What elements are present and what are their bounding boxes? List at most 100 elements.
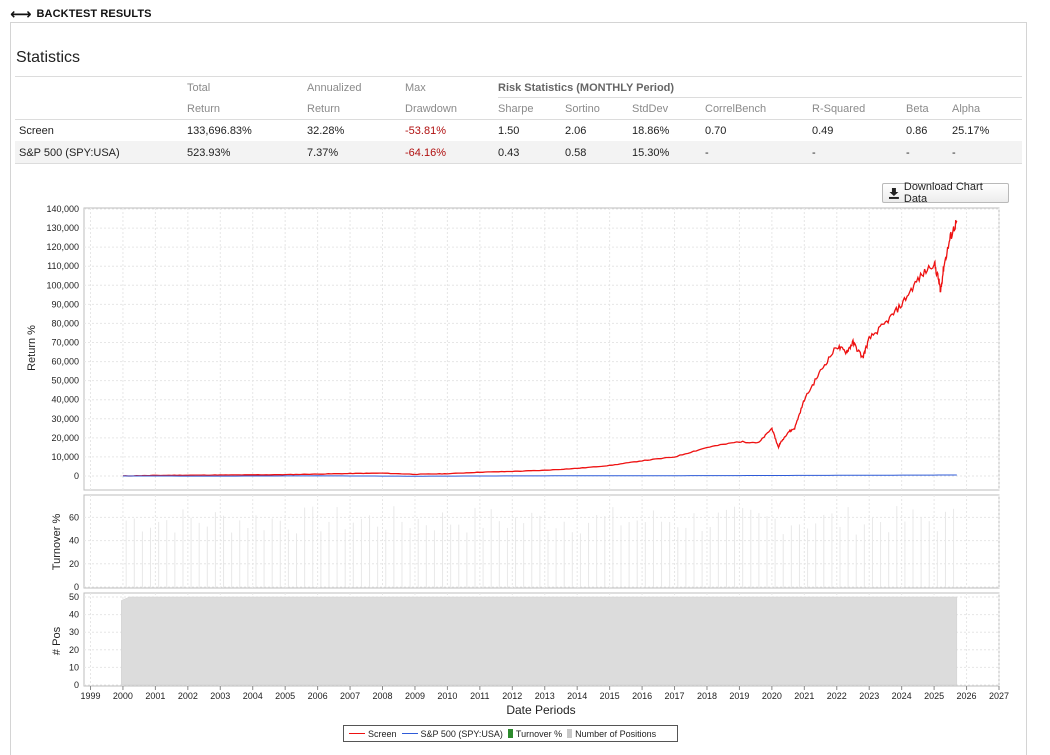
x-tick-label: 2011 [470, 691, 489, 701]
statistics-title: Statistics [16, 49, 81, 66]
x-tick-label: 2010 [437, 691, 457, 701]
y-tick-label: 20 [69, 559, 79, 569]
row-stddev: 15.30% [632, 147, 670, 159]
header-total-return: Return [187, 103, 221, 115]
header-annualized: Annualized [307, 82, 362, 94]
row-max-drawdown: -64.16% [405, 147, 446, 159]
y-tick-label: 60 [69, 512, 79, 522]
row-r-squared: - [812, 147, 816, 159]
legend-label: Screen [368, 728, 397, 739]
row-r-squared: 0.49 [812, 125, 834, 137]
y-tick-label: 90,000 [51, 299, 79, 309]
download-chart-data-button[interactable]: Download Chart Data [882, 181, 1009, 205]
legend-swatch [401, 733, 418, 734]
y-tick-label: 50 [69, 592, 79, 602]
y-tick-label: 130,000 [46, 223, 79, 233]
legend-item-positions[interactable]: Number of Positions [567, 729, 656, 739]
row-sortino: 0.58 [565, 147, 587, 159]
header-alpha: Alpha [952, 103, 981, 115]
legend-item-screen[interactable]: Screen [349, 729, 397, 739]
row-name: S&P 500 (SPY:USA) [19, 147, 120, 159]
x-tick-label: 2000 [113, 691, 133, 701]
legend-item-sp500[interactable]: S&P 500 (SPY:USA) [401, 728, 503, 739]
backtest-results-title: BACKTEST RESULTS [36, 8, 152, 20]
header-correlbench: CorrelBench [705, 103, 767, 115]
x-tick-label: 2008 [372, 691, 392, 701]
header-beta: Beta [906, 103, 929, 115]
row-total: 523.93% [187, 147, 231, 159]
row-alpha: 25.17% [952, 125, 990, 137]
y-tick-label: 20 [69, 645, 79, 655]
y-tick-label: 30,000 [51, 414, 79, 424]
download-chart-data-label: Download Chart Data [903, 181, 983, 205]
sp500-series-line [122, 474, 957, 477]
x-tick-label: 2021 [794, 691, 814, 701]
row-sharpe: 0.43 [498, 147, 520, 159]
row-sharpe: 1.50 [498, 125, 520, 137]
header-r-squared: R-Squared [812, 103, 866, 115]
y-tick-label: 70,000 [51, 338, 79, 348]
x-tick-label: 2018 [697, 691, 717, 701]
x-tick-label: 2009 [405, 691, 425, 701]
y-tick-label: 0 [74, 471, 79, 481]
y-tick-label: 110,000 [47, 261, 79, 271]
x-tick-label: 2003 [210, 691, 230, 701]
row-correlbench: 0.70 [705, 125, 727, 137]
header-max-drawdown: Drawdown [405, 103, 457, 115]
x-tick-label: 2024 [892, 691, 912, 701]
y-tick-label: 30 [69, 627, 79, 637]
results-panel [10, 22, 1027, 755]
legend-swatch [349, 733, 365, 734]
legend-swatch [567, 729, 573, 738]
row-annualized: 7.37% [307, 147, 339, 159]
header-sharpe: Sharpe [498, 103, 534, 115]
header-annualized-return: Return [307, 103, 341, 115]
y-tick-label: 10,000 [51, 452, 79, 462]
y-tick-label: 10 [69, 662, 79, 672]
y-tick-label: 120,000 [46, 242, 79, 252]
plot-area [83, 494, 1000, 589]
y-tick-label: 0 [74, 582, 79, 592]
risk-statistics-header: Risk Statistics (MONTHLY Period) [498, 82, 675, 94]
row-correlbench: - [705, 147, 709, 159]
positions-area [121, 596, 958, 686]
header-total: Total [187, 82, 211, 94]
x-tick-label: 2007 [340, 691, 360, 701]
row-alpha: - [952, 147, 956, 159]
positions-axis-label: # Pos [51, 626, 63, 655]
legend-swatch [507, 729, 513, 738]
x-tick-label: 2020 [762, 691, 782, 701]
return-axis-label: Return % [26, 325, 38, 371]
legend-item-turnover[interactable]: Turnover % [507, 728, 563, 739]
x-tick-label: 2015 [600, 691, 620, 701]
y-tick-label: 140,000 [46, 204, 79, 214]
plot-area [83, 207, 1000, 491]
x-tick-label: 2012 [502, 691, 522, 701]
y-tick-label: 40 [69, 610, 79, 620]
turnover-axis-label: Turnover % [51, 514, 63, 571]
x-tick-label: 2026 [957, 691, 977, 701]
x-tick-label: 2022 [827, 691, 847, 701]
header-max: Max [405, 82, 426, 94]
row-stddev: 18.86% [632, 125, 670, 137]
legend-label: Number of Positions [575, 728, 657, 739]
row-annualized: 32.28% [307, 125, 345, 137]
header-stddev: StdDev [632, 103, 669, 115]
x-tick-label: 2027 [989, 691, 1009, 701]
x-tick-label: 2014 [567, 691, 587, 701]
x-tick-label: 2025 [924, 691, 944, 701]
row-beta: - [906, 147, 910, 159]
left-right-arrow-icon[interactable]: ⟷ [10, 5, 32, 23]
y-tick-label: 100,000 [46, 280, 79, 290]
row-beta: 0.86 [906, 125, 928, 137]
x-axis-label: Date Periods [506, 703, 575, 717]
legend-label: S&P 500 (SPY:USA) [420, 728, 503, 739]
header-sortino: Sortino [565, 103, 600, 115]
row-total: 133,696.83% [187, 125, 252, 137]
x-tick-label: 1999 [80, 691, 100, 701]
row-sortino: 2.06 [565, 125, 587, 137]
backtest-results-header[interactable]: ⟷ BACKTEST RESULTS [10, 6, 152, 22]
legend-label: Turnover % [515, 728, 563, 739]
y-tick-label: 40,000 [51, 395, 79, 405]
